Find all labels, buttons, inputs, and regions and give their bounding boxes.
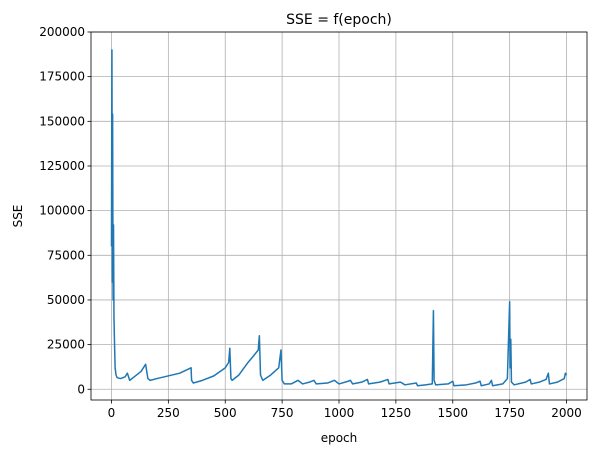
x-tick-label: 2000 <box>551 406 582 420</box>
y-tick-label: 25000 <box>47 338 85 352</box>
y-tick-label: 50000 <box>47 293 85 307</box>
chart-title: SSE = f(epoch) <box>286 12 392 28</box>
y-tick-label: 0 <box>77 382 85 396</box>
y-tick-label: 125000 <box>39 159 85 173</box>
grid-lines <box>91 31 587 400</box>
y-tick-label: 200000 <box>39 25 85 39</box>
x-tick-label: 1500 <box>437 406 468 420</box>
plot-frame <box>90 31 588 401</box>
x-tick-label: 750 <box>271 406 294 420</box>
x-tick-label: 1750 <box>494 406 525 420</box>
y-tick-label: 150000 <box>39 114 85 128</box>
y-tick-label: 100000 <box>39 204 85 218</box>
x-axis-label: epoch <box>321 431 358 445</box>
y-tick-label: 175000 <box>39 70 85 84</box>
x-tick-label: 250 <box>157 406 180 420</box>
sse-series-line <box>110 49 568 387</box>
x-tick-label: 500 <box>214 406 237 420</box>
x-tick-label: 1000 <box>324 406 355 420</box>
y-tick-label: 75000 <box>47 248 85 262</box>
x-tick-label: 0 <box>108 406 116 420</box>
ticks: 0 250 500 750 1000 1250 1500 1750 2000 0 25000 5000… <box>39 25 582 420</box>
series-layer <box>110 49 568 387</box>
y-axis-label: SSE <box>11 205 25 228</box>
x-tick-label: 1250 <box>381 406 412 420</box>
